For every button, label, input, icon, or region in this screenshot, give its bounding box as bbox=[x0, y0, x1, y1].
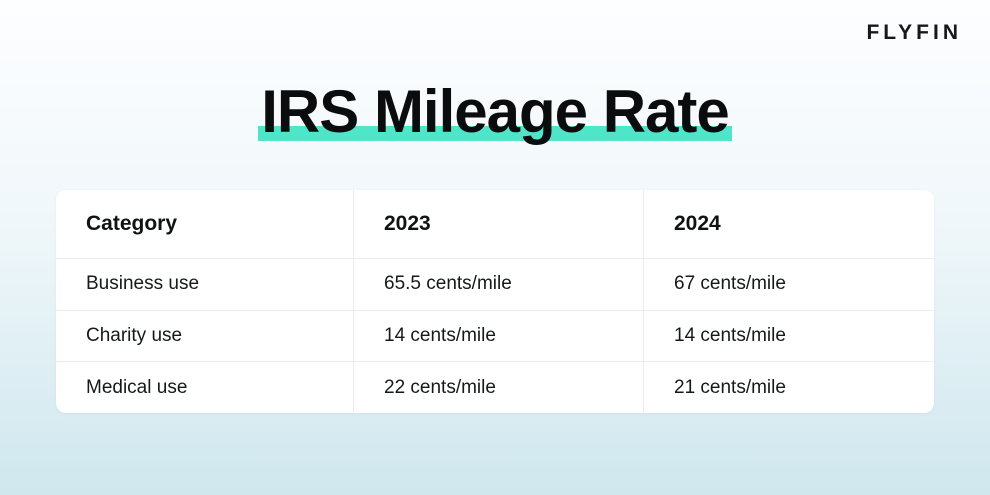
flyfin-logo: FLYFIN bbox=[866, 21, 962, 44]
page-title: IRS Mileage Rate bbox=[258, 78, 732, 145]
table-cell-business-2023: 65.5 cents/mile bbox=[353, 258, 643, 310]
table-cell-medical-category: Medical use bbox=[56, 361, 353, 413]
page-title-text: IRS Mileage Rate bbox=[261, 78, 729, 145]
mileage-rate-table: Category 2023 2024 Business use 65.5 cen… bbox=[56, 190, 934, 413]
table-cell-medical-2023: 22 cents/mile bbox=[353, 361, 643, 413]
table-cell-medical-2024: 21 cents/mile bbox=[643, 361, 934, 413]
header-2024: 2024 bbox=[643, 190, 934, 258]
header-category: Category bbox=[86, 212, 178, 235]
table-cell-charity-2023: 14 cents/mile bbox=[353, 309, 643, 362]
table-cell-charity-category: Charity use bbox=[56, 309, 353, 362]
header-2023: 2023 bbox=[353, 190, 643, 258]
title-highlight-bar bbox=[258, 126, 732, 141]
table-cell-charity-2024: 14 cents/mile bbox=[643, 309, 934, 362]
table-cell-business-category: Business use bbox=[56, 258, 353, 310]
title-block: IRS Mileage Rate bbox=[0, 80, 990, 143]
table-cell-business-2024: 67 cents/mile bbox=[643, 258, 934, 310]
